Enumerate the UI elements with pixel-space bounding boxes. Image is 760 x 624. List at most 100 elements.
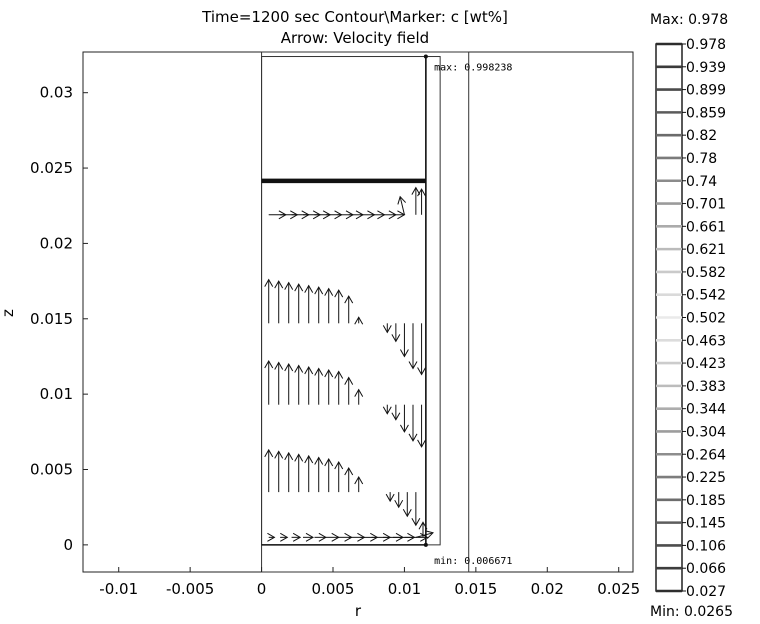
colorbar-min-label: Min: 0.0265 [650,604,733,620]
colorbar-level-label: 0.304 [686,424,726,440]
velocity-arrowhead [418,521,428,530]
colorbar-max-label: Max: 0.978 [650,12,728,28]
velocity-arrowhead [294,283,304,292]
velocity-arrowhead [391,334,401,343]
colorbar-level-label: 0.859 [686,105,726,121]
y-axis-label: z [0,309,17,317]
velocity-arrowhead [425,530,434,539]
velocity-arrowhead [382,325,392,334]
x-tick-label: 0.015 [454,580,497,598]
velocity-arrowhead [284,281,294,290]
colorbar-level-label: 0.701 [686,197,726,213]
y-tick-label: 0.01 [40,385,73,403]
geometry-layer [261,51,470,573]
velocity-arrowhead [354,476,364,485]
velocity-arrows [264,186,434,542]
velocity-arrowhead [264,359,274,369]
y-tick-label: 0.03 [40,84,73,102]
velocity-arrowhead [399,349,409,358]
colorbar-level-label: 0.502 [686,311,726,327]
y-tick-label: 0.025 [30,159,73,177]
velocity-arrowhead [344,295,354,304]
colorbar-level-label: 0.344 [686,402,726,418]
colorbar-level-label: 0.463 [686,333,726,349]
velocity-arrowhead [274,280,284,289]
colorbar-level-label: 0.74 [686,174,717,190]
colorbar-level-label: 0.066 [686,561,726,577]
colorbar-level-label: 0.423 [686,356,726,372]
velocity-arrowhead [314,456,324,465]
velocity-arrowhead [294,453,304,462]
velocity-arrowhead [284,362,294,372]
velocity-arrowhead [334,289,344,298]
colorbar-level-label: 0.78 [686,151,717,167]
velocity-arrowhead [382,406,392,415]
velocity-arrowhead [324,457,334,467]
colorbar-level-label: 0.383 [686,379,726,395]
velocity-arrowhead [391,412,401,421]
colorbar-level-label: 0.027 [686,584,726,600]
colorbar: 0.978 0.939 0.899 0.859 0.82 0.78 0.74 0.701 0.6… [655,37,726,600]
velocity-arrowhead [402,508,412,518]
velocity-arrowhead [334,460,344,470]
colorbar-level-label: 0.978 [686,37,726,53]
velocity-arrowhead [354,316,364,325]
velocity-arrowhead [399,424,409,433]
velocity-arrowhead [314,286,324,295]
velocity-arrowhead [284,451,294,461]
colorbar-level-label: 0.185 [686,493,726,509]
y-tick-label: 0.015 [30,310,73,328]
velocity-arrowhead [344,376,354,385]
velocity-arrowhead [294,364,304,373]
colorbar-level-label: 0.264 [686,447,726,463]
velocity-arrowhead [292,532,302,542]
velocity-arrow [399,196,405,215]
interface-band [261,178,426,184]
velocity-arrowhead [305,532,315,542]
velocity-arrowhead [411,186,421,195]
velocity-arrowhead [408,361,418,370]
x-tick-label: 0.01 [388,580,421,598]
velocity-arrowhead [304,284,314,293]
x-tick-label: -0.005 [166,580,214,598]
colorbar-level-label: 0.899 [686,83,726,99]
velocity-arrowhead [264,448,274,458]
velocity-arrowhead [417,439,427,448]
velocity-arrowhead [264,278,274,287]
max-annotation: max: 0.998238 [434,63,512,74]
x-tick-label: -0.01 [99,580,138,598]
velocity-arrowhead [394,499,404,509]
velocity-arrowhead [397,195,407,205]
colorbar-level-label: 0.939 [686,60,726,76]
y-axis-ticks: 0 0.005 0.01 0.015 0.02 0.025 0.03 [30,84,88,554]
velocity-arrowhead [344,466,354,476]
min-annotation: min: 0.006671 [434,556,512,567]
colorbar-level-label: 0.82 [686,128,717,144]
colorbar-level-label: 0.582 [686,265,726,281]
min-marker [423,542,428,547]
x-tick-label: 0 [257,580,267,598]
velocity-arrowhead [324,369,334,378]
chart-subtitle: Arrow: Velocity field [281,29,429,47]
colorbar-level-label: 0.661 [686,219,726,235]
velocity-arrowhead [408,433,418,442]
colorbar-level-label: 0.621 [686,242,726,258]
velocity-arrowhead [274,450,284,459]
max-marker [423,54,428,59]
velocity-arrowhead [417,188,427,197]
colorbar-level-label: 0.106 [686,538,726,554]
velocity-arrowhead [354,388,364,397]
plot-area-frame [82,51,634,573]
x-tick-label: 0.005 [312,580,355,598]
x-tick-label: 0.02 [531,580,564,598]
y-tick-label: 0.005 [30,461,73,479]
velocity-arrowhead [314,367,324,376]
velocity-arrowhead [385,493,395,503]
colorbar-level-label: 0.542 [686,288,726,304]
velocity-arrowhead [304,366,314,375]
chart-title: Time=1200 sec Contour\Marker: c [wt%] [201,8,508,26]
velocity-arrowhead [304,454,314,464]
velocity-arrowhead [267,532,276,542]
velocity-arrowhead [334,370,344,379]
